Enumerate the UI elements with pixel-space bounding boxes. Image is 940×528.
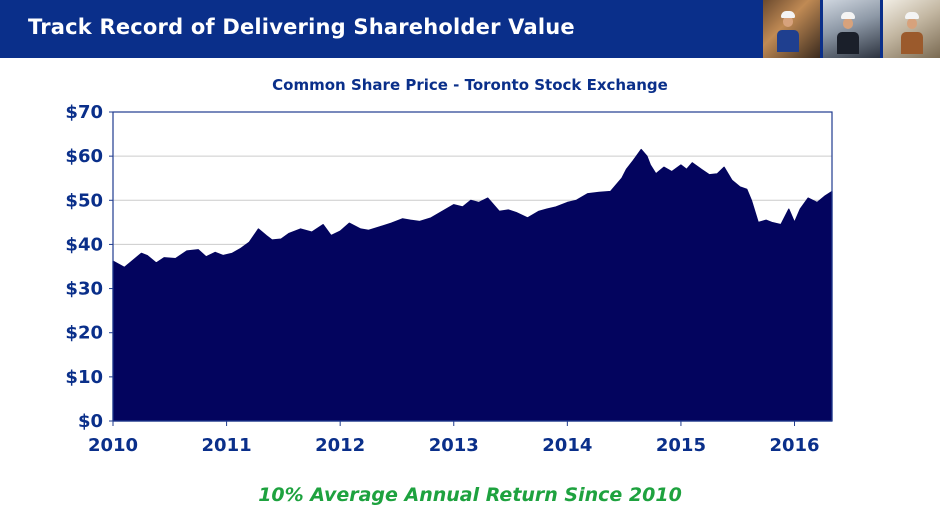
y-tick-label: $20 bbox=[65, 323, 103, 344]
x-tick-label: 2016 bbox=[769, 435, 819, 456]
worker-body bbox=[901, 32, 923, 54]
y-tick-label: $70 bbox=[65, 102, 103, 123]
y-tick-label: $30 bbox=[65, 279, 103, 300]
y-tick-label: $10 bbox=[65, 367, 103, 388]
slide-title: Track Record of Delivering Shareholder V… bbox=[28, 15, 575, 39]
worker-body bbox=[837, 32, 859, 54]
average-return-caption: 10% Average Annual Return Since 2010 bbox=[258, 484, 682, 506]
share-price-chart: $0 $10 $20 $30 $40 $50 $60 $70 2010 2011 2012 2013 2… bbox=[65, 102, 833, 456]
plot-frame bbox=[112, 111, 833, 422]
y-tick-label: $60 bbox=[65, 146, 103, 167]
hard-hat-icon bbox=[781, 11, 795, 18]
x-tick-label: 2015 bbox=[656, 435, 706, 456]
hard-hat-icon bbox=[905, 12, 919, 19]
worker-with-pipes-photo bbox=[823, 0, 880, 58]
y-tick-label: $50 bbox=[65, 190, 103, 211]
header-photo-strip bbox=[763, 0, 940, 58]
worker-in-refinery-photo bbox=[763, 0, 820, 58]
chart-title: Common Share Price - Toronto Stock Excha… bbox=[272, 76, 668, 94]
share-price-area bbox=[112, 148, 833, 422]
y-tick-label: $0 bbox=[78, 411, 103, 432]
hard-hat-icon bbox=[841, 12, 855, 19]
x-tick-label: 2012 bbox=[315, 435, 365, 456]
x-tick-label: 2014 bbox=[542, 435, 592, 456]
workers-outdoor-photo bbox=[883, 0, 940, 58]
title-bar: Track Record of Delivering Shareholder V… bbox=[0, 0, 940, 58]
x-tick-label: 2010 bbox=[88, 435, 138, 456]
y-tick-label: $40 bbox=[65, 234, 103, 255]
x-tick-label: 2011 bbox=[202, 435, 252, 456]
worker-face bbox=[843, 18, 853, 29]
worker-body bbox=[777, 30, 799, 52]
worker-face bbox=[907, 18, 917, 29]
x-tick-label: 2013 bbox=[429, 435, 479, 456]
worker-face bbox=[783, 16, 793, 27]
